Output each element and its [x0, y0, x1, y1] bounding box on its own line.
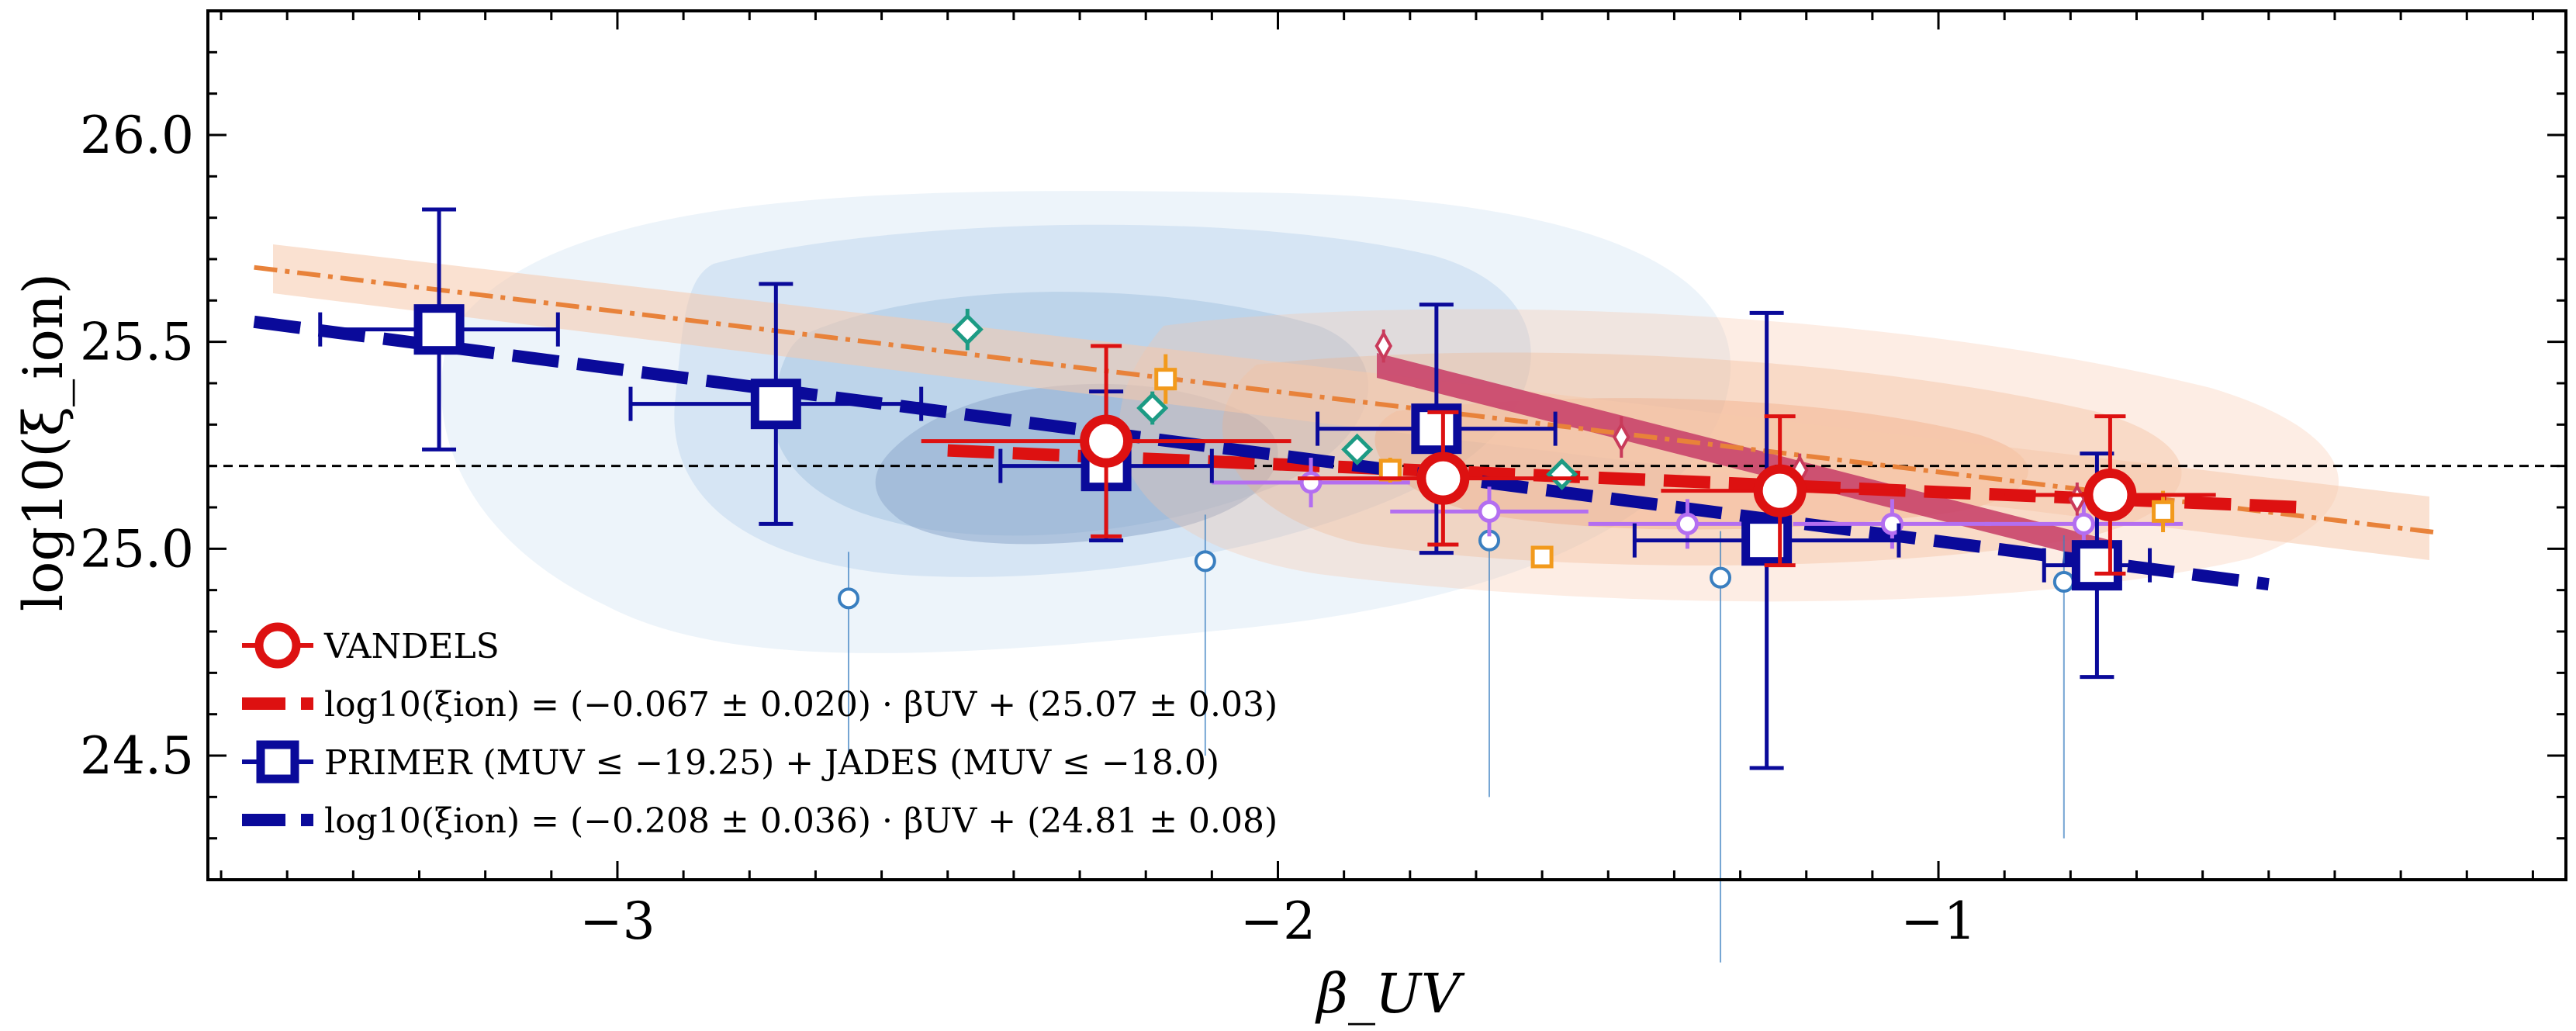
y-tick-label: 26.0 — [80, 106, 194, 165]
vandels-points — [921, 344, 2216, 576]
teal-points — [951, 309, 1578, 490]
legend-label: log10(ξion) = (−0.067 ± 0.020) · βUV + (… — [324, 685, 1278, 725]
plot-frame — [206, 9, 2567, 881]
data-point — [1411, 403, 1462, 455]
data-point — [2052, 571, 2075, 593]
data-point — [1416, 451, 1470, 505]
legend-item-vandels: VANDELS — [242, 622, 500, 669]
legend-item-vandels-fit: log10(ξion) = (−0.067 ± 0.020) · βUV + (… — [242, 685, 1278, 725]
x-tick-label: −3 — [579, 891, 655, 951]
data-point — [1530, 545, 1554, 569]
data-point — [750, 379, 801, 430]
legend-label: PRIMER (MUV ≤ −19.25) + JADES (MUV ≤ −18… — [324, 743, 1219, 783]
data-point — [1341, 433, 1374, 465]
data-point — [1136, 392, 1169, 424]
data-point — [1154, 368, 1177, 391]
data-point — [1378, 458, 1402, 482]
data-point — [2152, 500, 2175, 523]
data-point — [413, 304, 465, 355]
legend: VANDELS log10(ξion) = (−0.067 ± 0.020) ·… — [242, 622, 1278, 841]
data-point — [1374, 330, 1393, 362]
x-tick-label: −1 — [1900, 891, 1976, 951]
legend-item-primer: PRIMER (MUV ≤ −19.25) + JADES (MUV ≤ −18… — [242, 740, 1219, 784]
y-tick-label: 25.5 — [80, 313, 194, 372]
orange-dashdot-fit — [254, 265, 2435, 535]
data-point — [1710, 566, 1732, 589]
y-tick-label: 24.5 — [80, 726, 194, 786]
data-point — [1299, 471, 1323, 494]
primer-fit-line — [253, 315, 2270, 591]
legend-label: log10(ξion) = (−0.208 ± 0.036) · βUV + (… — [324, 801, 1278, 841]
orange-points — [1154, 354, 2175, 569]
data-point — [1080, 414, 1133, 468]
legend-label: VANDELS — [323, 627, 500, 666]
purple-points — [1212, 458, 2184, 549]
data-point — [1546, 458, 1578, 490]
data-point — [951, 313, 984, 346]
data-point — [837, 587, 859, 610]
data-point — [2083, 469, 2137, 521]
data-point — [1880, 512, 1903, 535]
data-point — [2072, 512, 2095, 535]
y-tick-label: 25.0 — [80, 519, 194, 579]
legend-item-primer-fit: log10(ξion) = (−0.208 ± 0.036) · βUV + (… — [242, 801, 1278, 841]
crimson-fit-band — [1377, 353, 2121, 566]
x-tick-label: −2 — [1240, 891, 1316, 951]
data-point — [1194, 550, 1216, 573]
axis-ticks — [208, 9, 2566, 881]
lightblue-points — [837, 493, 2075, 963]
data-point — [1675, 512, 1699, 535]
y-axis-label: log10(ξ_ion) — [12, 273, 75, 611]
data-point — [1478, 500, 1501, 523]
data-point — [1613, 421, 1630, 453]
data-point — [1753, 464, 1807, 517]
x-axis-label: β_UV — [1314, 962, 1464, 1026]
